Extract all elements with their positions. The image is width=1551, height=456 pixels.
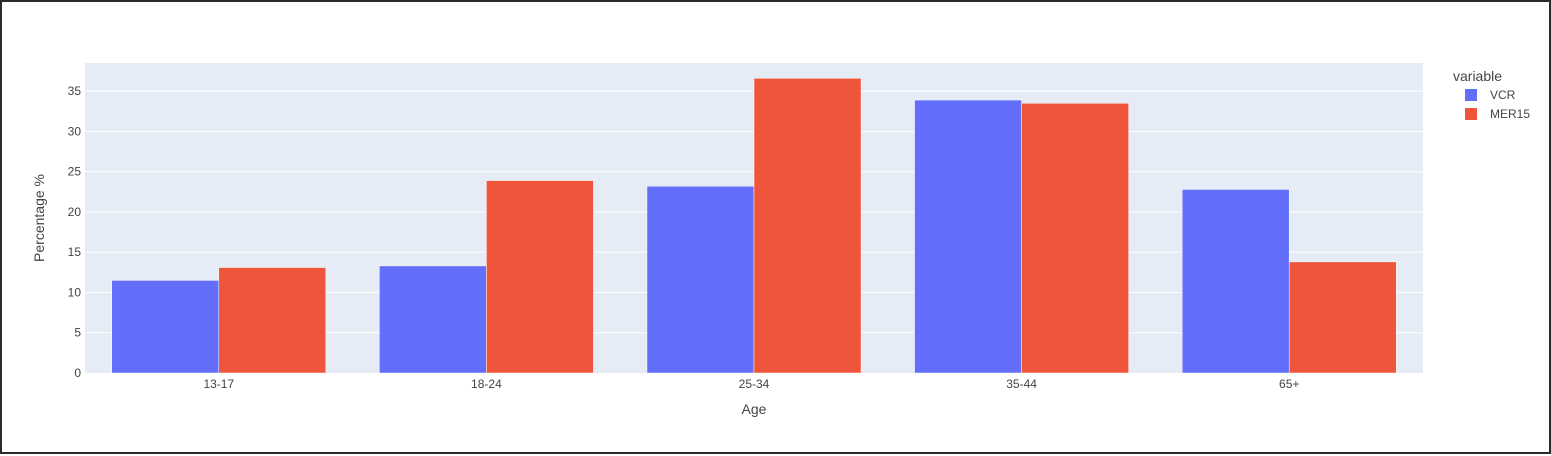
x-tick-label: 65+ — [1279, 377, 1299, 391]
y-tick-label: 30 — [68, 124, 82, 138]
bar-mer15-65+[interactable] — [1288, 261, 1397, 374]
bar-mer15-25-34[interactable] — [753, 78, 862, 374]
legend-swatch-vcr[interactable] — [1465, 89, 1477, 101]
bar-mer15-18-24[interactable] — [486, 180, 594, 374]
bar-vcr-13-17[interactable] — [111, 280, 220, 374]
x-tick-label: 35-44 — [1006, 377, 1037, 391]
bar-vcr-25-34[interactable] — [646, 185, 755, 374]
x-axis-title: Age — [742, 401, 767, 417]
bar-mer15-13-17[interactable] — [218, 267, 327, 374]
y-tick-label: 5 — [74, 326, 81, 340]
bar-vcr-65+[interactable] — [1181, 189, 1290, 374]
legend[interactable]: variable VCR MER15 — [1453, 68, 1530, 121]
y-tick-label: 0 — [74, 366, 81, 380]
legend-label-mer15[interactable]: MER15 — [1490, 107, 1530, 121]
bar-vcr-18-24[interactable] — [379, 265, 487, 374]
x-tick-label: 25-34 — [739, 377, 770, 391]
y-axis-title: Percentage % — [31, 174, 47, 262]
y-tick-label: 20 — [68, 205, 82, 219]
x-axis-ticks: 13-17 18-24 25-34 35-44 65+ — [203, 377, 1299, 391]
y-tick-label: 25 — [68, 165, 82, 179]
y-tick-label: 35 — [68, 84, 82, 98]
legend-title: variable — [1453, 68, 1502, 84]
bar-mer15-35-44[interactable] — [1021, 103, 1129, 374]
x-tick-label: 13-17 — [203, 377, 234, 391]
bar-vcr-35-44[interactable] — [914, 99, 1022, 374]
y-tick-label: 10 — [68, 285, 82, 299]
legend-swatch-mer15[interactable] — [1465, 108, 1477, 120]
y-axis-ticks: 0 5 10 15 20 25 30 35 — [68, 84, 82, 380]
bars — [111, 78, 1397, 374]
y-tick-label: 15 — [68, 245, 82, 259]
legend-label-vcr[interactable]: VCR — [1490, 88, 1516, 102]
x-tick-label: 18-24 — [471, 377, 502, 391]
